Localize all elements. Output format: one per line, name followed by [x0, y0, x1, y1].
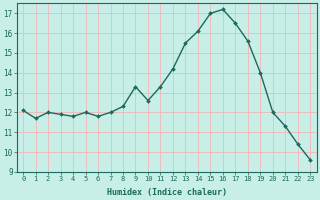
X-axis label: Humidex (Indice chaleur): Humidex (Indice chaleur)	[107, 188, 227, 197]
